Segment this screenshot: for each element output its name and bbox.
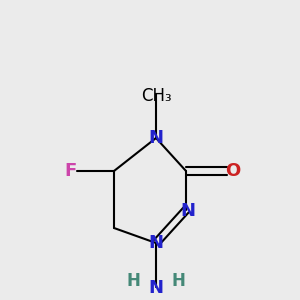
Text: H: H: [127, 272, 140, 290]
Text: N: N: [180, 202, 195, 220]
Text: F: F: [64, 162, 76, 180]
Text: N: N: [148, 279, 164, 297]
Text: O: O: [225, 162, 240, 180]
Text: N: N: [148, 234, 164, 252]
Text: CH₃: CH₃: [141, 87, 171, 105]
Text: H: H: [172, 272, 185, 290]
Text: N: N: [148, 129, 164, 147]
